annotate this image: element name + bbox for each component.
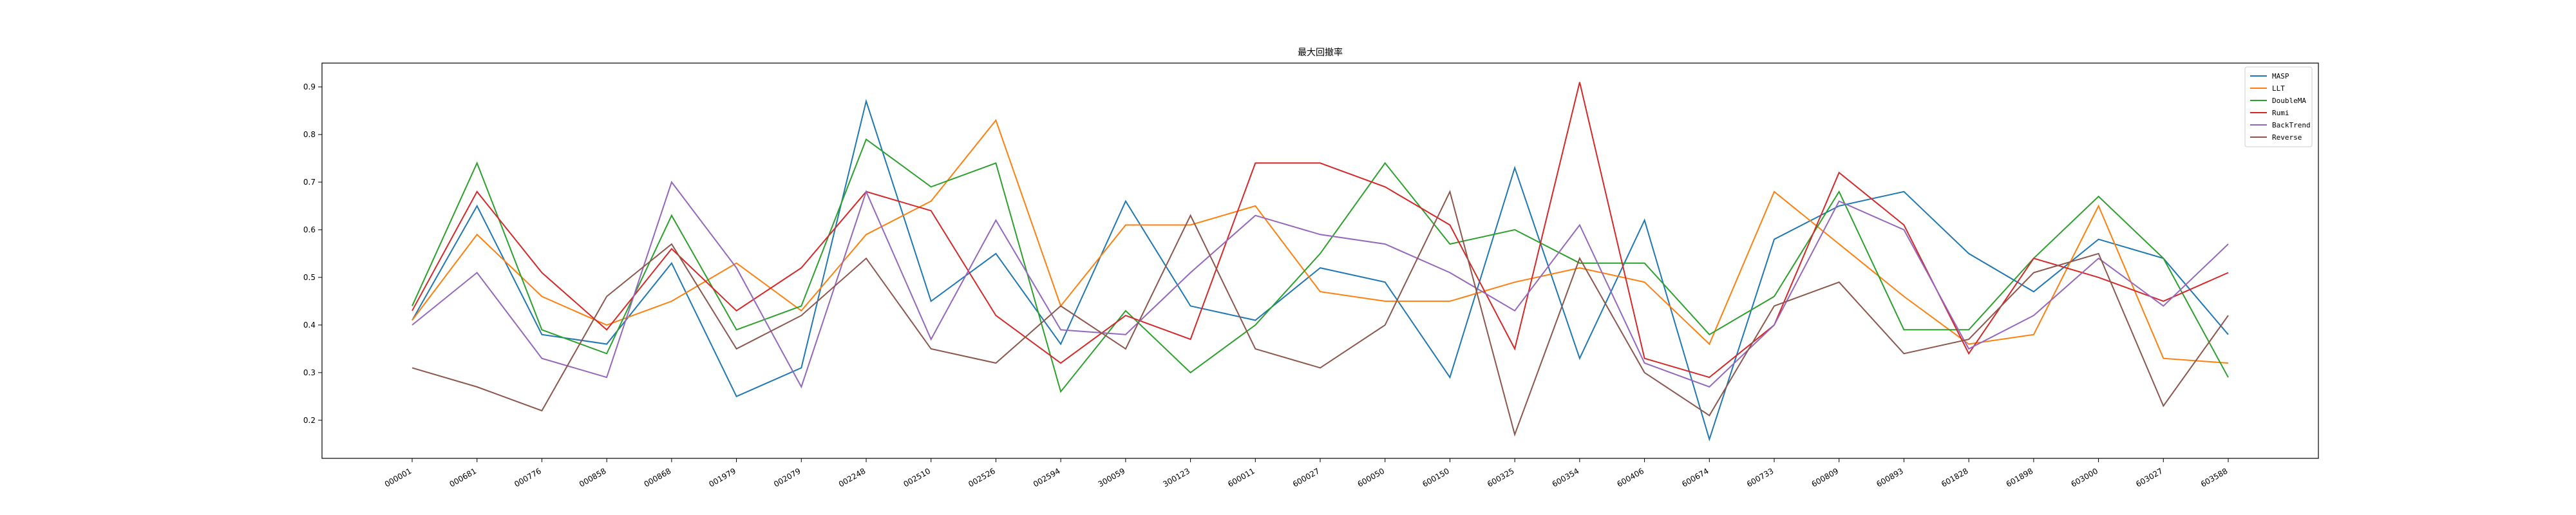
- plot-frame: [321, 62, 2319, 459]
- plot-area: 0.2 0.3 0.4 0.5 0.6 0.7 0.8 0.9 000001 000681 0007…: [303, 62, 2319, 489]
- x-tick-label: 002526: [967, 466, 997, 489]
- x-tick-label: 603027: [2134, 466, 2164, 489]
- y-tick-label: 0.9: [303, 82, 316, 91]
- x-tick-label: 000001: [383, 466, 413, 489]
- y-tick-label: 0.4: [303, 321, 316, 330]
- x-tick-label: 603588: [2199, 466, 2230, 489]
- x-tick-label: 000776: [513, 466, 543, 489]
- y-tick-label: 0.7: [303, 178, 316, 187]
- y-tick-label: 0.2: [303, 416, 316, 425]
- x-tick-label: 000868: [643, 466, 673, 489]
- x-tick-label: 603000: [2069, 466, 2099, 489]
- chart-title: 最大回撤率: [1298, 47, 1343, 58]
- x-tick-label: 600050: [1356, 466, 1387, 489]
- x-tick-label: 002079: [772, 466, 802, 489]
- x-tick-label: 600027: [1291, 466, 1321, 489]
- x-tick-label: 001979: [707, 466, 737, 489]
- legend-label-llt: LLT: [2272, 84, 2285, 93]
- y-tick-label: 0.6: [303, 225, 316, 234]
- legend-label-rumi: Rumi: [2272, 109, 2289, 117]
- series-line-backtrend: [412, 180, 2229, 389]
- x-tick-label: 601898: [2005, 466, 2035, 489]
- series-line-masp: [412, 98, 2229, 442]
- x-tick-label: 601828: [1940, 466, 1970, 489]
- y-tick-label: 0.5: [303, 273, 316, 282]
- x-tick-label: 300059: [1097, 466, 1127, 489]
- legend-box: [2244, 66, 2313, 147]
- legend: MASP LLT DoubleMA Rumi BackTrend Reverse: [2244, 66, 2313, 147]
- x-tick-label: 600354: [1551, 466, 1581, 489]
- legend-label-reverse: Reverse: [2272, 133, 2302, 142]
- x-tick-label: 002248: [837, 466, 867, 489]
- series-line-reverse: [412, 189, 2229, 437]
- legend-label-masp: MASP: [2272, 72, 2289, 80]
- legend-label-doublema: DoubleMA: [2272, 97, 2306, 105]
- x-tick-label: 002594: [1032, 466, 1062, 489]
- x-tick-label: 000681: [448, 466, 478, 489]
- y-tick-label: 0.3: [303, 368, 316, 377]
- x-tick-label: 600011: [1226, 466, 1256, 489]
- legend-label-backtrend: BackTrend: [2272, 121, 2311, 129]
- x-tick-label: 600674: [1680, 466, 1710, 489]
- x-tick-label: 600893: [1875, 466, 1905, 489]
- x-tick-label: 300123: [1161, 466, 1191, 489]
- x-tick-label: 600406: [1615, 466, 1645, 489]
- x-tick-label: 600733: [1745, 466, 1776, 489]
- series-line-rumi: [412, 82, 2229, 379]
- x-tick-label: 000858: [578, 466, 608, 489]
- y-tick-label: 0.8: [303, 130, 316, 139]
- series-line-llt: [412, 118, 2229, 364]
- x-tick-label: 600809: [1810, 466, 1841, 489]
- x-tick-label: 002510: [902, 466, 933, 489]
- x-tick-label: 600150: [1421, 466, 1451, 489]
- x-tick-label: 600325: [1486, 466, 1516, 489]
